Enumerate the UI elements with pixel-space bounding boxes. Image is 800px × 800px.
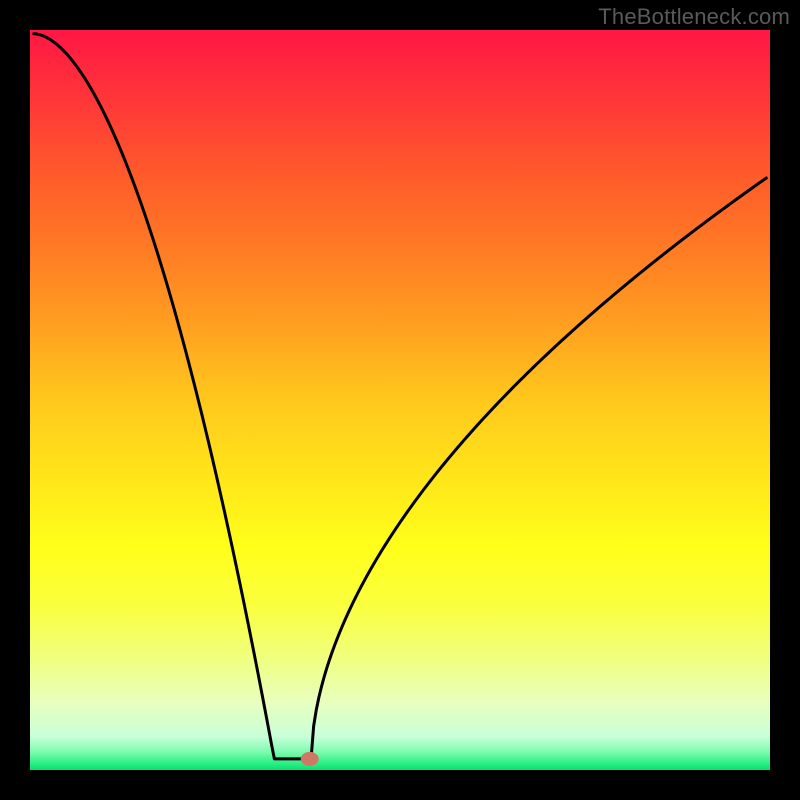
optimum-marker bbox=[301, 752, 319, 766]
watermark-text: TheBottleneck.com bbox=[598, 4, 790, 30]
bottleneck-chart bbox=[0, 0, 800, 800]
plot-background bbox=[30, 30, 770, 770]
chart-container: TheBottleneck.com bbox=[0, 0, 800, 800]
